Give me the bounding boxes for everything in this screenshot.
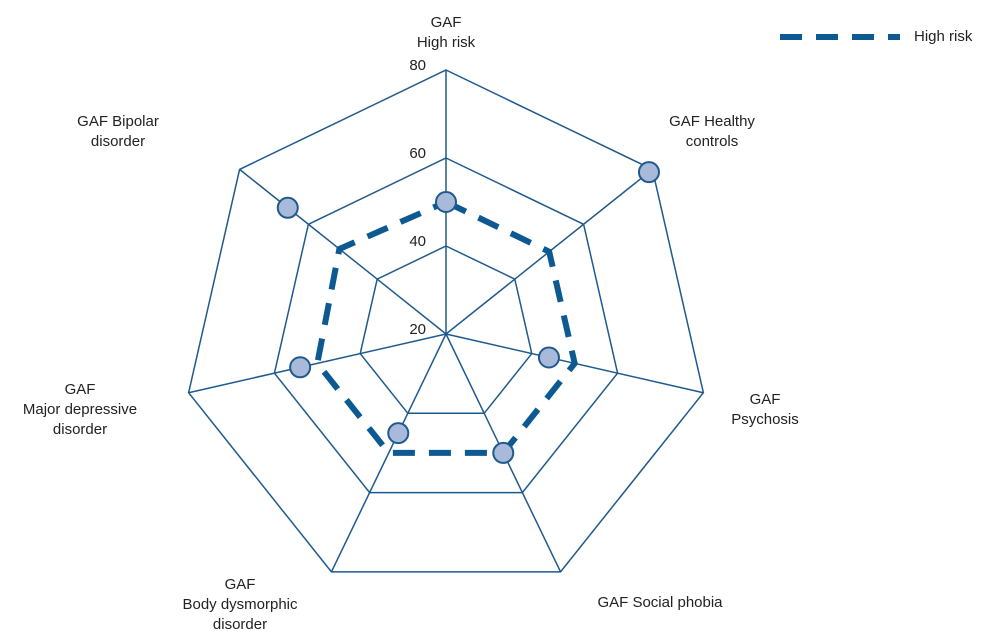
- axis-label: GAF Major depressive disorder: [22, 381, 138, 438]
- grid-ring: [187, 69, 705, 573]
- series-line: [314, 198, 578, 456]
- data-point: [289, 356, 312, 379]
- data-point: [387, 422, 410, 445]
- r-tick-label: 40: [409, 233, 426, 250]
- legend-label: High risk: [914, 28, 973, 45]
- data-point: [492, 441, 515, 464]
- data-point: [537, 346, 560, 369]
- grid-ring: [273, 157, 619, 494]
- axis-label: GAF High risk: [416, 14, 476, 51]
- data-point: [435, 191, 457, 213]
- axis-label: GAF Healthy controls: [669, 113, 755, 150]
- axis-label: GAF Bipolar disorder: [77, 113, 159, 150]
- spoke: [330, 333, 447, 573]
- r-tick-label: 60: [409, 145, 426, 162]
- axis-label: GAF Psychosis: [731, 391, 799, 428]
- spoke: [239, 168, 447, 335]
- axis-label: GAF Social phobia: [597, 594, 723, 611]
- grid-ring: [359, 245, 533, 415]
- axis-label: GAF Body dysmorphic disorder: [182, 576, 298, 633]
- data-point: [276, 196, 299, 219]
- spoke: [188, 333, 447, 394]
- data-point: [637, 161, 660, 184]
- r-tick-label: 80: [409, 57, 426, 74]
- r-tick-label: 20: [409, 321, 426, 338]
